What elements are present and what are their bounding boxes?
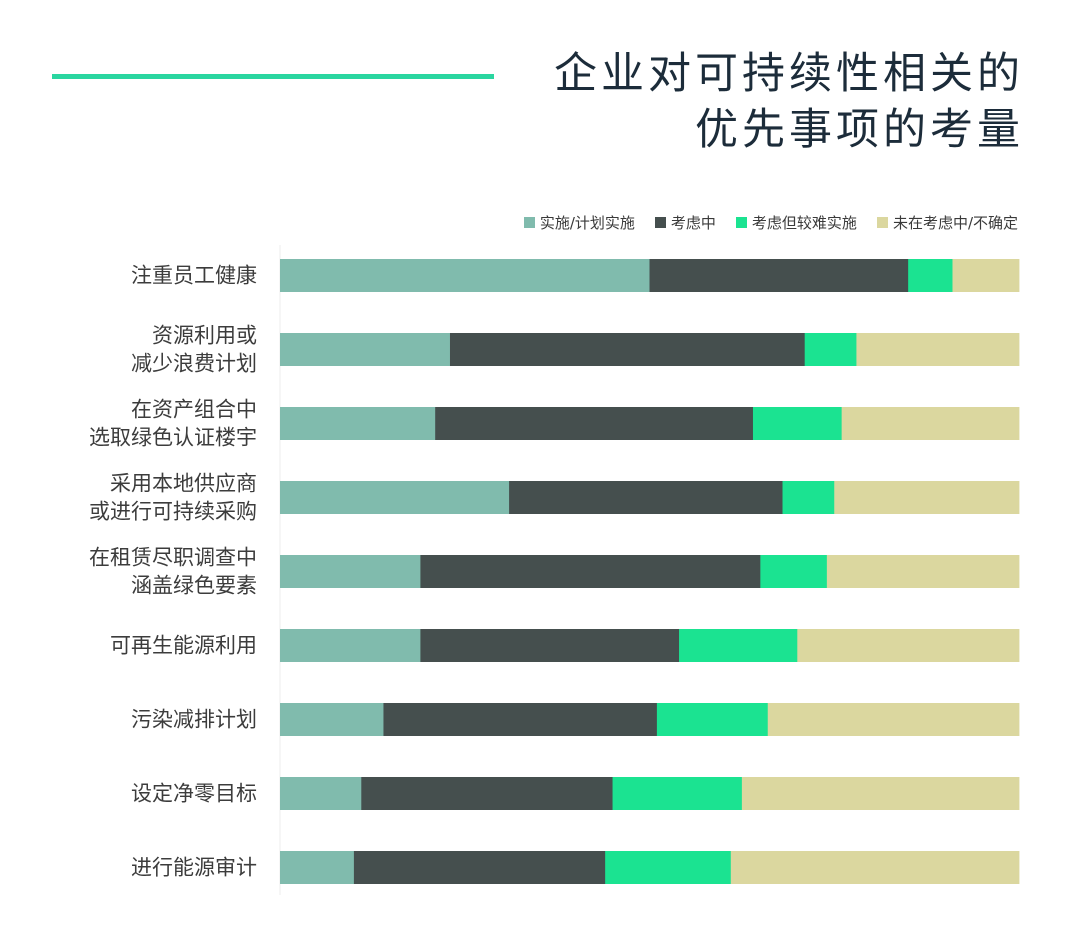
bar-segment bbox=[509, 481, 783, 514]
category-label: 涵盖绿色要素 bbox=[131, 574, 257, 598]
bar-segment bbox=[649, 259, 909, 292]
bar-segment bbox=[856, 333, 1020, 366]
bar-segment bbox=[612, 777, 743, 810]
bar-segment bbox=[361, 777, 613, 810]
bar-segment bbox=[420, 629, 680, 662]
bar-segment bbox=[767, 703, 1020, 736]
legend-label: 考虑中 bbox=[670, 214, 716, 232]
bar-segment bbox=[952, 259, 1020, 292]
bar-segment bbox=[383, 703, 658, 736]
bar-segment bbox=[280, 481, 510, 514]
category-label: 选取绿色认证楼宇 bbox=[89, 426, 257, 450]
category-label: 注重员工健康 bbox=[131, 264, 257, 288]
category-label: 或进行可持续采购 bbox=[89, 500, 257, 524]
bar-segment bbox=[353, 851, 606, 884]
bar-segment bbox=[605, 851, 732, 884]
legend-swatch bbox=[735, 217, 747, 228]
category-label: 可再生能源利用 bbox=[110, 634, 257, 658]
bar-segment bbox=[741, 777, 1020, 810]
bar-segment bbox=[841, 407, 1020, 440]
category-label: 进行能源审计 bbox=[131, 856, 257, 880]
chart-title: 企业对可持续性相关的 优先事项的考量 bbox=[554, 46, 1024, 158]
category-label: 采用本地供应商 bbox=[110, 472, 257, 496]
category-label: 在资产组合中 bbox=[131, 398, 257, 422]
bar-segment bbox=[804, 333, 857, 366]
bar-segment bbox=[280, 777, 362, 810]
category-label: 在租赁尽职调查中 bbox=[89, 546, 257, 570]
legend-item: 实施/计划实施 bbox=[523, 212, 635, 233]
category-label: 污染减排计划 bbox=[131, 708, 257, 732]
title-accent-rule bbox=[52, 74, 494, 79]
bar-segment bbox=[834, 481, 1020, 514]
bar-segment bbox=[826, 555, 1020, 588]
bar-segment bbox=[752, 407, 843, 440]
bar-segment bbox=[730, 851, 1020, 884]
bar-segment bbox=[280, 703, 384, 736]
bar-segment bbox=[280, 629, 421, 662]
legend-swatch bbox=[523, 217, 535, 228]
bar-segment bbox=[449, 333, 806, 366]
bar-segment bbox=[679, 629, 798, 662]
bar-segment bbox=[797, 629, 1020, 662]
bar-segment bbox=[908, 259, 953, 292]
bar-segment bbox=[760, 555, 828, 588]
bar-segment bbox=[420, 555, 761, 588]
bar-segment bbox=[280, 333, 451, 366]
category-label: 减少浪费计划 bbox=[131, 352, 257, 376]
legend-label: 考虑但较难实施 bbox=[751, 214, 857, 232]
chart-title-line-2: 优先事项的考量 bbox=[695, 105, 1024, 155]
legend-label: 未在考虑中/不确定 bbox=[892, 214, 1018, 232]
legend-item: 考虑中 bbox=[654, 212, 716, 233]
bar-segment bbox=[280, 555, 421, 588]
legend-swatch bbox=[876, 217, 888, 228]
bar-segment bbox=[280, 851, 355, 884]
category-label: 资源利用或 bbox=[152, 324, 257, 348]
category-label: 设定净零目标 bbox=[131, 782, 257, 806]
bar-segment bbox=[280, 407, 436, 440]
chart-title-line-1: 企业对可持续性相关的 bbox=[554, 49, 1024, 99]
legend-label: 实施/计划实施 bbox=[539, 214, 635, 232]
legend-item: 考虑但较难实施 bbox=[735, 212, 857, 233]
legend-swatch bbox=[654, 217, 666, 228]
bar-segment bbox=[280, 259, 650, 292]
legend-item: 未在考虑中/不确定 bbox=[876, 212, 1018, 233]
bar-segment bbox=[782, 481, 835, 514]
bar-segment bbox=[656, 703, 769, 736]
bar-segment bbox=[435, 407, 754, 440]
legend: 实施/计划实施 考虑中 考虑但较难实施 未在考虑中/不确定 bbox=[523, 212, 1018, 233]
